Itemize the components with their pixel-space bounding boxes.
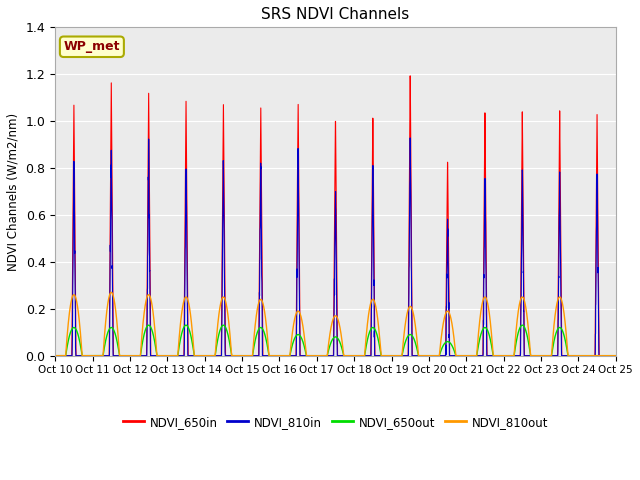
- NDVI_650in: [612, 353, 620, 359]
- NDVI_810in: [118, 353, 126, 359]
- NDVI_650in: [266, 353, 274, 359]
- NDVI_810in: [582, 353, 590, 359]
- NDVI_650out: [145, 322, 152, 328]
- NDVI_810out: [612, 353, 620, 359]
- Line: NDVI_810out: NDVI_810out: [55, 292, 616, 356]
- NDVI_810out: [266, 353, 274, 359]
- NDVI_650out: [118, 353, 126, 359]
- NDVI_650in: [560, 353, 568, 359]
- NDVI_810out: [560, 311, 568, 316]
- NDVI_810in: [560, 353, 568, 359]
- Y-axis label: NDVI Channels (W/m2/nm): NDVI Channels (W/m2/nm): [7, 112, 20, 271]
- NDVI_810in: [402, 353, 410, 359]
- Text: WP_met: WP_met: [63, 40, 120, 53]
- NDVI_810out: [118, 353, 126, 359]
- NDVI_810in: [557, 347, 565, 352]
- NDVI_810in: [612, 353, 620, 359]
- NDVI_810in: [51, 353, 59, 359]
- NDVI_650out: [51, 353, 59, 359]
- Title: SRS NDVI Channels: SRS NDVI Channels: [261, 7, 410, 22]
- Line: NDVI_650in: NDVI_650in: [55, 76, 616, 356]
- NDVI_650out: [612, 353, 620, 359]
- NDVI_650in: [118, 353, 126, 359]
- NDVI_810out: [108, 289, 115, 295]
- NDVI_810in: [406, 135, 414, 141]
- NDVI_650out: [560, 333, 568, 338]
- Line: NDVI_810in: NDVI_810in: [55, 138, 616, 356]
- NDVI_650in: [582, 353, 590, 359]
- Line: NDVI_650out: NDVI_650out: [55, 325, 616, 356]
- NDVI_650in: [402, 353, 410, 359]
- NDVI_810out: [51, 353, 59, 359]
- NDVI_650out: [582, 353, 590, 359]
- NDVI_810out: [402, 316, 410, 322]
- NDVI_810in: [266, 353, 274, 359]
- NDVI_650out: [402, 337, 410, 343]
- NDVI_810out: [582, 353, 590, 359]
- NDVI_810out: [557, 297, 565, 302]
- Legend: NDVI_650in, NDVI_810in, NDVI_650out, NDVI_810out: NDVI_650in, NDVI_810in, NDVI_650out, NDV…: [118, 411, 553, 433]
- NDVI_650in: [406, 73, 414, 79]
- NDVI_650in: [51, 353, 59, 359]
- NDVI_650out: [266, 353, 274, 359]
- NDVI_650in: [557, 314, 565, 320]
- NDVI_650out: [557, 326, 565, 332]
